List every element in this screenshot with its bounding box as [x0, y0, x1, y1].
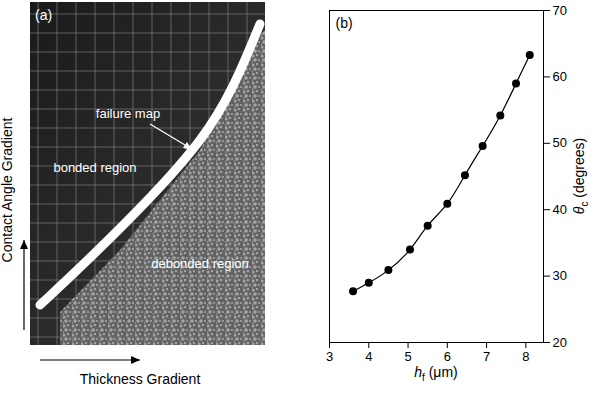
- svg-text:60: 60: [553, 69, 567, 84]
- svg-text:7: 7: [483, 349, 490, 364]
- svg-text:failure map: failure map: [96, 106, 160, 121]
- svg-text:6: 6: [444, 349, 451, 364]
- svg-text:Contact Angle Gradient: Contact Angle Gradient: [0, 118, 15, 263]
- svg-text:bonded region: bonded region: [53, 160, 136, 175]
- svg-text:3: 3: [326, 349, 333, 364]
- svg-text:40: 40: [553, 202, 567, 217]
- svg-text:5: 5: [404, 349, 411, 364]
- html-text:(degrees): (degrees): [571, 137, 587, 202]
- svg-text:4: 4: [365, 349, 372, 364]
- svg-text:(b): (b): [336, 15, 353, 31]
- svg-text:20: 20: [553, 335, 567, 350]
- html-text:c: c: [578, 201, 590, 207]
- svg-text:debonded region: debonded region: [151, 256, 249, 271]
- svg-text:70: 70: [553, 3, 567, 18]
- svg-text:Thickness Gradient: Thickness Gradient: [80, 371, 201, 387]
- html-text:hf(μm): hf(μm): [414, 364, 458, 383]
- html-text:θ: θ: [571, 206, 587, 215]
- svg-text:8: 8: [522, 349, 529, 364]
- svg-text:(a): (a): [35, 7, 52, 23]
- svg-text:50: 50: [553, 135, 567, 150]
- svg-text:30: 30: [553, 268, 567, 283]
